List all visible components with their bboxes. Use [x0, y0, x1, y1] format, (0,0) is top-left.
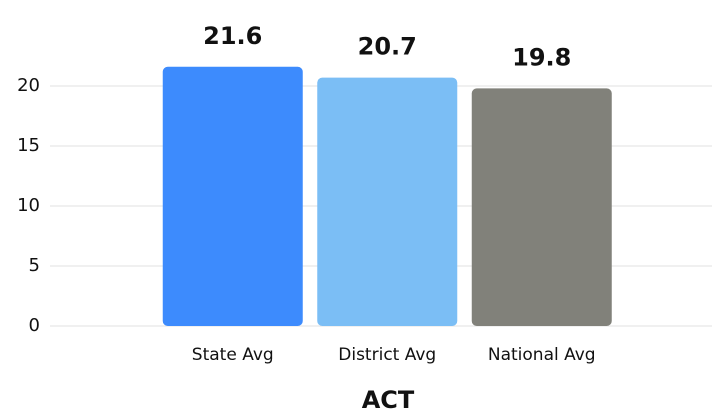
bar: [471, 88, 612, 327]
y-tick-label: 20: [17, 75, 40, 96]
data-label: 20.7: [358, 33, 417, 61]
data-label: 21.6: [203, 22, 262, 50]
x-tick-label: National Avg: [488, 345, 596, 365]
bar: [162, 66, 303, 327]
bar: [317, 77, 458, 326]
y-tick-label: 15: [17, 135, 40, 156]
y-tick-label: 10: [17, 195, 40, 216]
x-axis-title: ACT: [362, 386, 415, 414]
y-tick-label: 0: [29, 315, 40, 336]
y-tick-label: 5: [29, 255, 40, 276]
data-label: 19.8: [512, 43, 571, 71]
x-tick-label: District Avg: [338, 345, 436, 365]
x-tick-label: State Avg: [192, 345, 274, 365]
